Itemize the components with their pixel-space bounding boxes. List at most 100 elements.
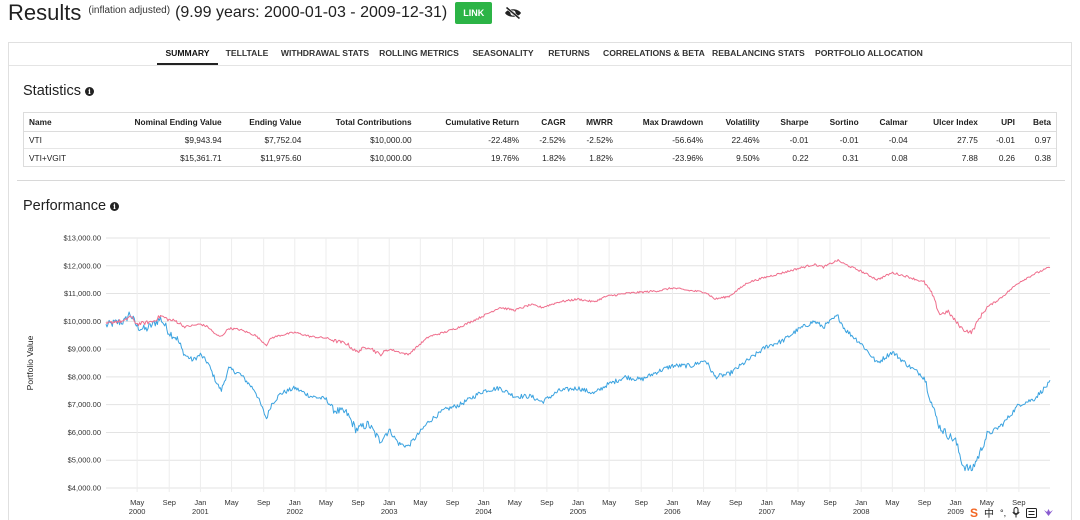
table-cell: 0.22 (792, 152, 809, 163)
date-range: (9.99 years: 2000-01-03 - 2009-12-31) (175, 4, 448, 21)
column-header: Sharpe (764, 113, 814, 132)
results-header: Results (inflation adjusted) (9.99 years… (8, 0, 522, 26)
x-tick-label: Sep (1012, 498, 1025, 507)
ime-toolbar: S 中 °, (970, 505, 1054, 520)
performance-heading: Performance i (23, 198, 120, 214)
tab-portfolio-allocation[interactable]: PORTFOLIO ALLOCATION (815, 48, 923, 58)
table-cell: 0.31 (842, 152, 859, 163)
tab-returns[interactable]: RETURNS (548, 48, 590, 58)
x-tick-label: Jan (478, 498, 490, 507)
table-cell: $15,361.71 (180, 152, 222, 163)
x-tick-year-label: 2007 (758, 507, 775, 516)
x-tick-label: Sep (635, 498, 648, 507)
punctuation-icon[interactable]: °, (1000, 507, 1007, 518)
table-cell: $7,752.04 (226, 131, 307, 149)
table-header-row: Name Nominal Ending Value Ending Value T… (24, 113, 1056, 132)
table-cell: -22.48% (416, 131, 525, 149)
table-row: VTI $9,943.94 $7,752.04 $10,000.00 -22.4… (24, 131, 1056, 149)
table-cell: 27.75 (912, 131, 983, 149)
y-tick-label: $5,000.00 (68, 456, 101, 465)
info-icon[interactable]: i (85, 86, 95, 96)
tab-correlations-beta[interactable]: CORRELATIONS & BETA (603, 48, 705, 58)
table-cell: 1.82% (542, 152, 566, 163)
statistics-table: Name Nominal Ending Value Ending Value T… (23, 112, 1057, 167)
x-tick-label: May (508, 498, 522, 507)
table-cell: 1.82% (589, 152, 613, 163)
column-header: CAGR (524, 113, 571, 132)
y-tick-label: $13,000.00 (63, 234, 101, 243)
table-cell: -0.01 (982, 131, 1020, 149)
column-header: Nominal Ending Value (102, 113, 227, 132)
x-tick-label: Sep (918, 498, 931, 507)
tab-rebalancing-stats[interactable]: REBALANCING STATS (712, 48, 805, 58)
x-tick-label: Sep (257, 498, 270, 507)
table-cell: -56.64% (617, 131, 709, 149)
skin-icon[interactable] (1043, 508, 1054, 518)
x-tick-year-label: 2006 (664, 507, 681, 516)
x-tick-year-label: 2004 (475, 507, 492, 516)
inflation-note: (inflation adjusted) (88, 4, 171, 16)
x-tick-label: May (696, 498, 710, 507)
tab-summary[interactable]: SUMMARY (157, 43, 218, 65)
x-tick-label: Sep (540, 498, 553, 507)
table-cell: 0.08 (891, 152, 908, 163)
y-tick-label: $10,000.00 (63, 317, 101, 326)
table-cell: 0.97 (1019, 131, 1056, 149)
table-cell: -2.52% (570, 131, 618, 149)
tab-seasonality[interactable]: SEASONALITY (472, 48, 534, 58)
column-header: Max Drawdown (617, 113, 709, 132)
tab-telltale[interactable]: TELLTALE (225, 48, 269, 58)
table-cell: -0.01 (813, 131, 864, 149)
sogou-s-icon[interactable]: S (970, 505, 979, 520)
column-header: MWRR (570, 113, 618, 132)
results-panel: SUMMARY TELLTALE WITHDRAWAL STATS ROLLIN… (8, 42, 1072, 520)
y-tick-label: $6,000.00 (68, 428, 101, 437)
x-tick-label: May (413, 498, 427, 507)
y-tick-label: $4,000.00 (68, 484, 101, 493)
performance-title: Performance (23, 198, 107, 214)
column-header: Calmar (863, 113, 913, 132)
column-header: Volatility (708, 113, 765, 132)
x-tick-label: Jan (666, 498, 678, 507)
results-tabs: SUMMARY TELLTALE WITHDRAWAL STATS ROLLIN… (9, 43, 1071, 66)
chinese-input-icon[interactable]: 中 (984, 509, 995, 520)
table-cell: -2.52% (524, 131, 571, 149)
column-header: Cumulative Return (416, 113, 525, 132)
series-line-vti-vgit (105, 259, 1051, 357)
x-tick-label: Jan (761, 498, 773, 507)
microphone-icon[interactable] (1012, 507, 1020, 518)
column-header: Sortino (813, 113, 864, 132)
x-tick-year-label: 2005 (570, 507, 587, 516)
x-tick-label: May (319, 498, 333, 507)
x-tick-year-label: 2003 (381, 507, 398, 516)
eye-slash-icon[interactable] (504, 6, 522, 20)
x-tick-label: Sep (729, 498, 742, 507)
x-tick-year-label: 2008 (853, 507, 870, 516)
x-tick-label: Sep (163, 498, 176, 507)
x-tick-label: May (224, 498, 238, 507)
x-tick-label: Jan (194, 498, 206, 507)
performance-chart-svg: $4,000.00 $5,000.00 $6,000.00 $7,000.00 $8,0… (25, 234, 1051, 516)
statistics-heading: Statistics i (23, 83, 95, 99)
info-icon[interactable]: i (110, 201, 120, 211)
tab-rolling-metrics[interactable]: ROLLING METRICS (379, 48, 459, 58)
y-axis-title: Portfolio Value (25, 335, 35, 390)
x-tick-label: Jan (855, 498, 867, 507)
x-tick-label: May (885, 498, 899, 507)
x-tick-year-label: 2001 (192, 507, 209, 516)
tab-withdrawal-stats[interactable]: WITHDRAWAL STATS (280, 48, 370, 58)
x-tick-year-label: 2000 (129, 507, 146, 516)
link-button[interactable]: LINK (455, 2, 493, 24)
x-tick-label: Sep (823, 498, 836, 507)
x-tick-label: May (791, 498, 805, 507)
x-tick-label: May (130, 498, 144, 507)
statistics-title: Statistics (23, 83, 82, 99)
y-tick-label: $9,000.00 (68, 345, 101, 354)
y-tick-label: $11,000.00 (64, 289, 101, 298)
series-line-vti (105, 311, 1051, 472)
column-header: Beta (1019, 113, 1056, 132)
keyboard-icon[interactable] (1026, 507, 1038, 518)
table-cell: VTI (24, 131, 102, 149)
table-cell: 9.50% (736, 152, 760, 163)
y-tick-label: $12,000.00 (63, 261, 101, 270)
